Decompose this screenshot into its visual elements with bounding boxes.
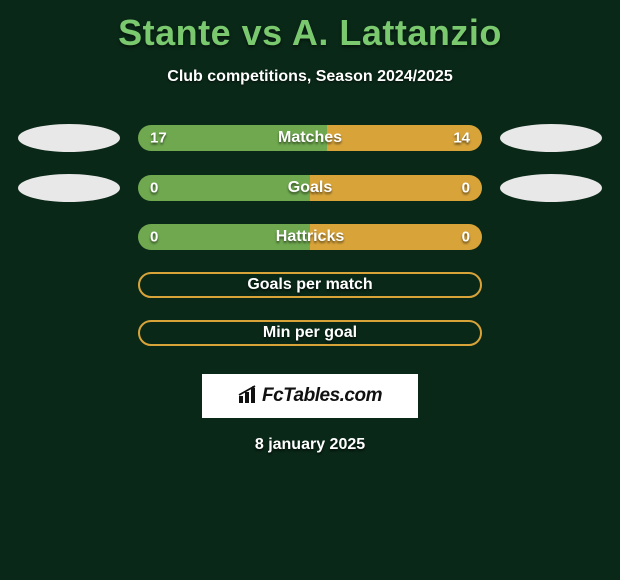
player-right-pill [500,174,602,202]
stat-bar: Goals per match [138,272,482,298]
stat-label: Goals [288,179,332,197]
stat-bar: Min per goal [138,320,482,346]
player-right-pill [500,124,602,152]
logo-text: FcTables.com [262,385,382,407]
snapshot-date: 8 january 2025 [0,436,620,454]
stat-value-left: 0 [150,180,158,197]
stat-row: 17 14 Matches [0,124,620,152]
stat-row: 0 0 Goals [0,174,620,202]
stat-value-left: 0 [150,229,158,246]
stat-value-right: 0 [462,229,470,246]
stat-bar: 0 0 Hattricks [138,224,482,250]
stat-bar: 17 14 Matches [138,125,482,151]
comparison-title: Stante vs A. Lattanzio [0,0,620,54]
stat-label: Goals per match [247,276,372,294]
stat-value-left: 17 [150,130,167,147]
bar-fill-right [310,175,482,201]
bars-icon [238,385,260,408]
stat-row: 0 0 Hattricks [0,224,620,250]
stat-label: Hattricks [276,228,344,246]
stat-row: Goals per match [0,272,620,298]
player-left-pill [18,174,120,202]
stats-rows: 17 14 Matches 0 0 Goals 0 0 Hattricks Goals per m… [0,124,620,346]
bar-fill-left [138,175,310,201]
stat-bar: 0 0 Goals [138,175,482,201]
stat-label: Min per goal [263,324,357,342]
player-left-pill [18,124,120,152]
season-subtitle: Club competitions, Season 2024/2025 [0,68,620,86]
stat-value-right: 0 [462,180,470,197]
stat-label: Matches [278,129,342,147]
stat-row: Min per goal [0,320,620,346]
stat-value-right: 14 [453,130,470,147]
fctables-logo: FcTables.com [202,374,418,418]
